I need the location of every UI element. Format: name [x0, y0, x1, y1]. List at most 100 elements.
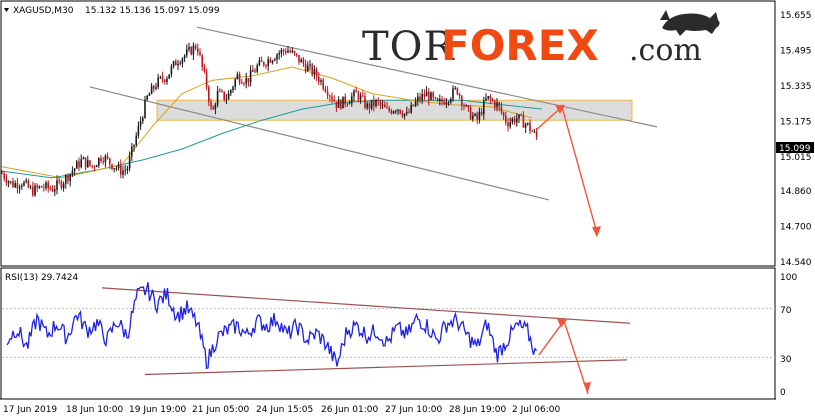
candle-body	[100, 157, 102, 162]
time-tick-26jun: 26 Jun 01:00	[321, 405, 378, 415]
candle-body	[205, 71, 208, 88]
candle-body	[390, 110, 393, 114]
candle-body	[225, 99, 228, 101]
candle-body	[43, 187, 45, 189]
candle-body	[483, 100, 485, 115]
candle-body	[172, 61, 175, 67]
candle-body	[509, 122, 511, 127]
candle-body	[227, 93, 230, 100]
candle-body	[359, 95, 362, 100]
candle-body	[333, 99, 335, 102]
candle-body	[480, 111, 483, 115]
candle-body	[379, 101, 382, 105]
candle-body	[192, 45, 195, 55]
candle-body	[252, 70, 254, 72]
candle-body	[419, 96, 421, 100]
candle-body	[271, 60, 274, 63]
candle-body	[104, 156, 107, 163]
candle-body	[516, 118, 518, 123]
candle-body	[439, 99, 441, 101]
price-tick-15335: 15.335	[780, 82, 812, 92]
bull-icon	[660, 10, 720, 36]
candle-body	[421, 94, 423, 100]
candle-body	[7, 181, 10, 183]
candle-body	[384, 104, 386, 108]
torforex-logo: TOR FOREX .com	[362, 10, 720, 70]
candle-body	[260, 60, 263, 62]
price-axis: 15.655 15.495 15.335 15.175 15.015 14.86…	[776, 11, 814, 268]
candle-body	[469, 107, 472, 120]
candle-body	[84, 157, 87, 168]
candle-body	[164, 79, 166, 82]
candle-body	[298, 55, 300, 63]
candle-body	[487, 96, 489, 99]
candle-body	[346, 104, 349, 105]
time-tick-19jun: 19 Jun 19:00	[129, 405, 186, 415]
candle-body	[285, 51, 287, 53]
candle-body	[27, 180, 30, 188]
candle-body	[135, 135, 137, 145]
candle-body	[232, 86, 234, 91]
forecast-arrow-line	[536, 105, 598, 234]
candle-body	[126, 168, 129, 171]
candle-body	[335, 101, 338, 108]
rsi-tick-70: 70	[780, 306, 792, 316]
candle-body	[82, 157, 85, 160]
rsi-support-line	[144, 359, 628, 376]
candle-body	[410, 104, 412, 113]
candle-body	[36, 185, 38, 188]
candle-body	[403, 113, 406, 117]
candle-body	[203, 66, 206, 72]
candle-body	[322, 80, 324, 89]
candle-body	[456, 87, 459, 95]
candle-body	[177, 63, 179, 66]
rsi-line	[6, 282, 538, 370]
candle-body	[29, 186, 32, 188]
time-tick-21jun: 21 Jun 05:00	[192, 405, 249, 415]
candle-body	[142, 117, 144, 122]
ohlc-label: 15.132 15.136 15.097 15.099	[85, 6, 220, 16]
candle-body	[47, 182, 49, 189]
candle-body	[472, 115, 474, 120]
candle-body	[80, 159, 82, 168]
candle-body	[168, 74, 170, 79]
candle-body	[502, 112, 505, 116]
candle-body	[331, 96, 333, 100]
candle-body	[208, 87, 210, 102]
candle-body	[388, 108, 390, 111]
ma-fast-line	[1, 66, 533, 179]
candle-body	[65, 175, 67, 184]
candle-body	[348, 103, 351, 105]
candle-body	[5, 178, 8, 183]
candle-body	[342, 96, 344, 109]
rsi-tick-100: 100	[780, 273, 797, 283]
candle-body	[263, 61, 265, 66]
candle-body	[258, 60, 261, 66]
candle-body	[210, 101, 212, 108]
candle-body	[190, 47, 192, 55]
candle-body	[144, 99, 146, 118]
candle-body	[329, 95, 331, 97]
candle-body	[38, 186, 41, 188]
channel-lower-line	[89, 86, 550, 201]
time-tick-27jun: 27 Jun 10:00	[385, 405, 442, 415]
logo-text-com: .com	[629, 33, 702, 68]
candle-body	[157, 77, 159, 88]
price-tick-15655: 15.655	[780, 11, 812, 21]
candle-body	[434, 97, 437, 99]
candle-body	[102, 161, 104, 163]
forecast-arrowhead-down	[592, 226, 601, 238]
candle-body	[441, 99, 443, 102]
candle-body	[139, 121, 142, 126]
candle-body	[474, 113, 476, 116]
candle-body	[320, 80, 322, 82]
candle-body	[535, 131, 538, 137]
candle-body	[58, 180, 60, 182]
price-tick-15495: 15.495	[780, 46, 812, 56]
candle-body	[507, 122, 509, 127]
candle-body	[313, 69, 316, 75]
candle-body	[425, 91, 428, 97]
candle-body	[67, 175, 69, 182]
candle-body	[234, 79, 236, 87]
